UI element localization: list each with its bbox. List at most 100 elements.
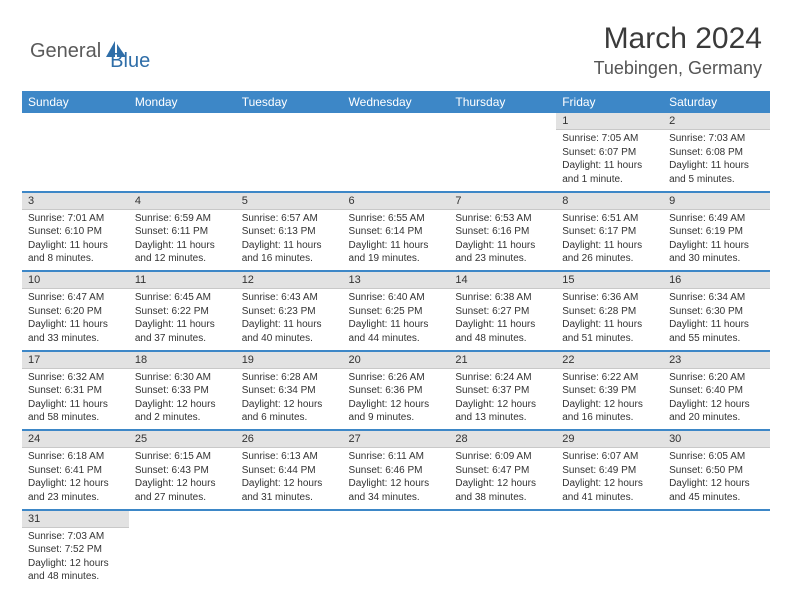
sunrise-text: Sunrise: 6:13 AM	[242, 450, 337, 464]
day-cell: Sunrise: 7:03 AMSunset: 7:52 PMDaylight:…	[22, 527, 129, 589]
day-cell: Sunrise: 6:18 AMSunset: 6:41 PMDaylight:…	[22, 448, 129, 510]
daylight-text: Daylight: 11 hours and 55 minutes.	[669, 318, 764, 345]
location: Tuebingen, Germany	[594, 58, 762, 79]
sunrise-text: Sunrise: 6:22 AM	[562, 371, 657, 385]
sunset-text: Sunset: 6:43 PM	[135, 464, 230, 478]
day-cell: Sunrise: 6:26 AMSunset: 6:36 PMDaylight:…	[343, 368, 450, 430]
day-number: 1	[556, 113, 663, 130]
day-number: 2	[663, 113, 770, 130]
day-number: 23	[663, 351, 770, 369]
sunset-text: Sunset: 6:44 PM	[242, 464, 337, 478]
day-number	[449, 113, 556, 130]
day-cell: Sunrise: 6:36 AMSunset: 6:28 PMDaylight:…	[556, 289, 663, 351]
day-content-row: Sunrise: 6:47 AMSunset: 6:20 PMDaylight:…	[22, 289, 770, 351]
daylight-text: Daylight: 12 hours and 20 minutes.	[669, 398, 764, 425]
sunrise-text: Sunrise: 6:26 AM	[349, 371, 444, 385]
sunrise-text: Sunrise: 6:09 AM	[455, 450, 550, 464]
day-number: 29	[556, 430, 663, 448]
day-header-row: SundayMondayTuesdayWednesdayThursdayFrid…	[22, 91, 770, 113]
day-number: 7	[449, 192, 556, 210]
daylight-text: Daylight: 12 hours and 23 minutes.	[28, 477, 123, 504]
day-content-row: Sunrise: 6:18 AMSunset: 6:41 PMDaylight:…	[22, 448, 770, 510]
day-number	[556, 510, 663, 528]
daylight-text: Daylight: 12 hours and 9 minutes.	[349, 398, 444, 425]
header: General Blue March 2024 Tuebingen, Germa…	[0, 0, 792, 87]
day-cell: Sunrise: 6:22 AMSunset: 6:39 PMDaylight:…	[556, 368, 663, 430]
day-cell: Sunrise: 6:07 AMSunset: 6:49 PMDaylight:…	[556, 448, 663, 510]
day-content-row: Sunrise: 7:03 AMSunset: 7:52 PMDaylight:…	[22, 527, 770, 589]
day-cell	[556, 527, 663, 589]
day-cell: Sunrise: 6:13 AMSunset: 6:44 PMDaylight:…	[236, 448, 343, 510]
day-number-row: 10111213141516	[22, 271, 770, 289]
day-cell: Sunrise: 6:53 AMSunset: 6:16 PMDaylight:…	[449, 209, 556, 271]
daylight-text: Daylight: 12 hours and 41 minutes.	[562, 477, 657, 504]
day-number-row: 17181920212223	[22, 351, 770, 369]
daylight-text: Daylight: 11 hours and 51 minutes.	[562, 318, 657, 345]
day-number: 24	[22, 430, 129, 448]
day-number: 26	[236, 430, 343, 448]
day-number: 27	[343, 430, 450, 448]
sunrise-text: Sunrise: 6:51 AM	[562, 212, 657, 226]
sunrise-text: Sunrise: 6:40 AM	[349, 291, 444, 305]
day-content-row: Sunrise: 7:01 AMSunset: 6:10 PMDaylight:…	[22, 209, 770, 271]
daylight-text: Daylight: 11 hours and 40 minutes.	[242, 318, 337, 345]
sunrise-text: Sunrise: 6:47 AM	[28, 291, 123, 305]
sunset-text: Sunset: 6:33 PM	[135, 384, 230, 398]
sunrise-text: Sunrise: 6:15 AM	[135, 450, 230, 464]
sunset-text: Sunset: 7:52 PM	[28, 543, 123, 557]
sunrise-text: Sunrise: 6:28 AM	[242, 371, 337, 385]
sunset-text: Sunset: 6:27 PM	[455, 305, 550, 319]
sunset-text: Sunset: 6:17 PM	[562, 225, 657, 239]
logo: General Blue	[30, 30, 150, 73]
day-number	[343, 113, 450, 130]
daylight-text: Daylight: 11 hours and 1 minute.	[562, 159, 657, 186]
day-cell	[449, 130, 556, 192]
day-cell: Sunrise: 6:20 AMSunset: 6:40 PMDaylight:…	[663, 368, 770, 430]
sunrise-text: Sunrise: 7:03 AM	[669, 132, 764, 146]
sunset-text: Sunset: 6:19 PM	[669, 225, 764, 239]
day-number: 31	[22, 510, 129, 528]
daylight-text: Daylight: 12 hours and 2 minutes.	[135, 398, 230, 425]
sunrise-text: Sunrise: 7:03 AM	[28, 530, 123, 544]
day-number: 20	[343, 351, 450, 369]
day-cell: Sunrise: 6:32 AMSunset: 6:31 PMDaylight:…	[22, 368, 129, 430]
sunset-text: Sunset: 6:30 PM	[669, 305, 764, 319]
day-number	[129, 510, 236, 528]
day-cell: Sunrise: 6:38 AMSunset: 6:27 PMDaylight:…	[449, 289, 556, 351]
sunrise-text: Sunrise: 6:05 AM	[669, 450, 764, 464]
sunset-text: Sunset: 6:36 PM	[349, 384, 444, 398]
sunrise-text: Sunrise: 6:18 AM	[28, 450, 123, 464]
day-cell: Sunrise: 7:05 AMSunset: 6:07 PMDaylight:…	[556, 130, 663, 192]
sunset-text: Sunset: 6:11 PM	[135, 225, 230, 239]
sunrise-text: Sunrise: 6:43 AM	[242, 291, 337, 305]
sunset-text: Sunset: 6:28 PM	[562, 305, 657, 319]
daylight-text: Daylight: 11 hours and 12 minutes.	[135, 239, 230, 266]
day-number: 16	[663, 271, 770, 289]
day-header: Friday	[556, 91, 663, 113]
sunset-text: Sunset: 6:31 PM	[28, 384, 123, 398]
day-number	[663, 510, 770, 528]
sunset-text: Sunset: 6:08 PM	[669, 146, 764, 160]
daylight-text: Daylight: 11 hours and 33 minutes.	[28, 318, 123, 345]
sunset-text: Sunset: 6:40 PM	[669, 384, 764, 398]
daylight-text: Daylight: 11 hours and 44 minutes.	[349, 318, 444, 345]
day-number: 9	[663, 192, 770, 210]
daylight-text: Daylight: 11 hours and 5 minutes.	[669, 159, 764, 186]
day-cell	[129, 130, 236, 192]
daylight-text: Daylight: 11 hours and 30 minutes.	[669, 239, 764, 266]
sunset-text: Sunset: 6:14 PM	[349, 225, 444, 239]
day-number: 4	[129, 192, 236, 210]
day-number: 15	[556, 271, 663, 289]
day-number: 5	[236, 192, 343, 210]
day-cell	[236, 130, 343, 192]
day-cell: Sunrise: 6:43 AMSunset: 6:23 PMDaylight:…	[236, 289, 343, 351]
day-cell	[449, 527, 556, 589]
sunrise-text: Sunrise: 6:32 AM	[28, 371, 123, 385]
day-number: 3	[22, 192, 129, 210]
day-number: 6	[343, 192, 450, 210]
daylight-text: Daylight: 12 hours and 6 minutes.	[242, 398, 337, 425]
day-content-row: Sunrise: 7:05 AMSunset: 6:07 PMDaylight:…	[22, 130, 770, 192]
sunrise-text: Sunrise: 6:30 AM	[135, 371, 230, 385]
day-cell	[236, 527, 343, 589]
sunset-text: Sunset: 6:34 PM	[242, 384, 337, 398]
